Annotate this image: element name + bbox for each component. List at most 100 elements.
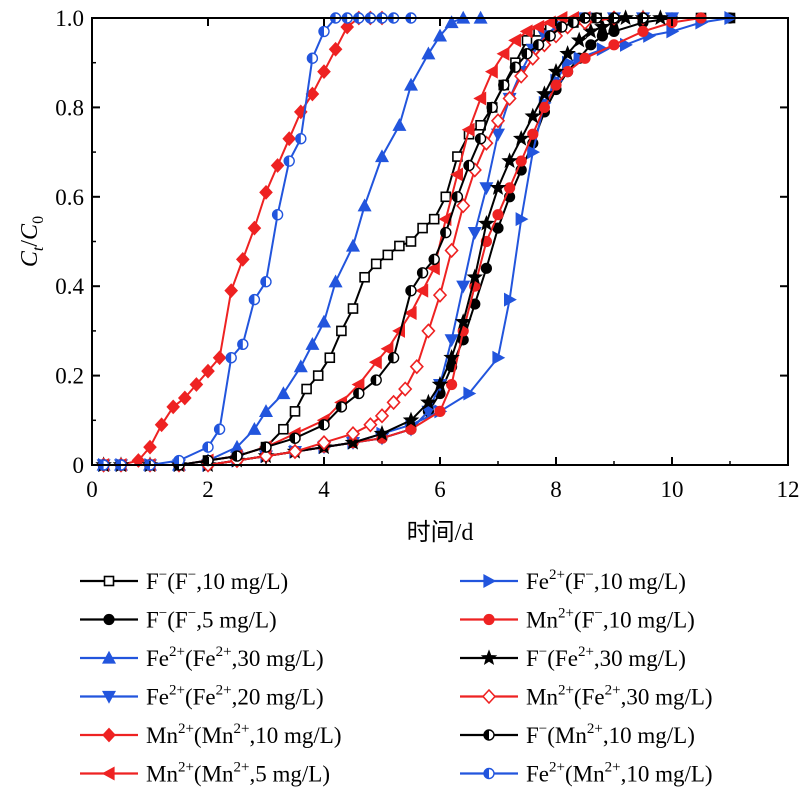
data-point-s12 <box>318 25 330 38</box>
data-point-s8 <box>550 79 562 91</box>
data-point-s6 <box>484 64 498 79</box>
data-point-s7 <box>666 24 680 39</box>
data-point-s11 <box>521 48 533 60</box>
data-point-s8 <box>637 25 649 38</box>
data-point-s11 <box>416 267 429 279</box>
data-point-s6 <box>426 261 440 276</box>
data-point-s11 <box>463 159 475 172</box>
x-tick-label: 6 <box>434 477 446 502</box>
data-point-s8 <box>434 405 446 417</box>
series-s7 <box>97 10 738 473</box>
data-point-s8 <box>527 128 539 140</box>
x-tick-label: 2 <box>202 477 214 502</box>
legend-label-s12: Fe2+(Mn2+,10 mg/L) <box>526 760 713 787</box>
data-point-s11 <box>353 387 365 400</box>
data-point-s10 <box>409 358 424 375</box>
data-point-s11 <box>387 352 400 364</box>
data-point-s5 <box>247 220 262 236</box>
data-point-s8 <box>538 101 551 114</box>
data-point-s7 <box>515 212 529 227</box>
data-point-s10 <box>287 443 303 460</box>
data-point-s11 <box>370 374 382 386</box>
data-point-s6 <box>415 283 429 298</box>
data-point-s6 <box>531 19 545 34</box>
data-point-s6 <box>496 46 510 61</box>
legend-label-s10: Mn2+(Fe2+,30 mg/L) <box>526 683 713 710</box>
x-tick-label: 4 <box>318 477 330 502</box>
data-point-s10 <box>444 242 459 259</box>
data-point-s1 <box>347 303 359 314</box>
data-point-s5 <box>143 439 157 455</box>
data-point-s12 <box>271 208 284 221</box>
data-point-s12 <box>237 338 249 351</box>
data-point-s11 <box>556 21 568 33</box>
data-point-s1 <box>278 423 289 435</box>
legend-marker-s8 <box>483 613 495 626</box>
legend-item-s3: Fe2+(Fe2+,30 mg/L) <box>80 644 324 671</box>
data-point-s2 <box>480 262 492 274</box>
data-point-s11 <box>474 132 487 145</box>
data-point-s3 <box>345 238 361 252</box>
data-point-s6 <box>508 33 522 48</box>
series-line-s5 <box>103 17 382 466</box>
data-point-s1 <box>289 406 301 417</box>
data-point-s12 <box>225 352 237 364</box>
data-point-s10 <box>514 68 529 84</box>
data-point-s1 <box>324 352 336 364</box>
data-point-s6 <box>461 122 475 137</box>
data-point-s5 <box>189 377 204 392</box>
legend-marker-s4 <box>101 690 117 704</box>
legend-label-s2: F−(F−,5 mg/L) <box>146 606 277 633</box>
x-tick-label: 8 <box>550 477 562 502</box>
y-tick-label: 0.2 <box>55 364 84 389</box>
data-point-s12 <box>260 276 272 288</box>
legend-label-s1: F−(F−,10 mg/L) <box>146 567 288 594</box>
legend-item-s2: F−(F−,5 mg/L) <box>80 606 277 633</box>
legend-marker-s12 <box>483 767 495 780</box>
data-point-s3 <box>293 359 308 373</box>
legend-label-s7: Fe2+(F−,10 mg/L) <box>526 567 686 594</box>
data-point-s4 <box>479 182 494 196</box>
x-tick-label: 0 <box>86 477 98 502</box>
legend-item-s11: F−(Mn2+,10 mg/L) <box>460 721 695 748</box>
data-point-s5 <box>201 363 215 379</box>
data-point-s10 <box>363 417 378 433</box>
data-point-s7 <box>619 37 633 52</box>
data-point-s10 <box>398 381 413 397</box>
data-point-s10 <box>386 394 401 411</box>
series-s5 <box>96 10 389 473</box>
data-point-s1 <box>336 325 347 337</box>
data-point-s3 <box>444 15 459 29</box>
data-point-s2 <box>596 30 609 42</box>
legend-item-s5: Mn2+(Mn2+,10 mg/L) <box>80 721 342 748</box>
data-point-s4 <box>421 405 436 419</box>
data-point-s11 <box>544 30 556 42</box>
data-point-s5 <box>282 131 297 147</box>
legend-marker-s10 <box>481 688 497 705</box>
data-point-s10 <box>502 90 517 107</box>
data-point-s12 <box>283 155 295 167</box>
x-tick-label: 12 <box>777 477 800 502</box>
data-point-s3 <box>276 386 291 400</box>
data-point-s9 <box>466 268 484 285</box>
data-point-s5 <box>270 158 285 173</box>
data-point-s3 <box>357 198 372 212</box>
data-point-s8 <box>608 39 620 51</box>
data-point-s8 <box>515 155 527 167</box>
data-point-s6 <box>473 91 487 106</box>
data-point-s9 <box>501 152 518 169</box>
data-point-s4 <box>456 280 471 294</box>
legend-item-s7: Fe2+(F−,10 mg/L) <box>460 567 686 594</box>
data-point-s9 <box>524 107 542 124</box>
data-point-s12 <box>295 132 307 145</box>
data-point-s11 <box>567 16 580 29</box>
data-point-s7 <box>492 350 506 365</box>
data-point-s11 <box>486 101 498 114</box>
data-point-s11 <box>289 432 301 444</box>
data-point-s9 <box>594 18 611 34</box>
data-point-s8 <box>446 378 458 391</box>
data-point-s10 <box>432 287 448 303</box>
legend-item-s1: F−(F−,10 mg/L) <box>80 567 288 594</box>
data-point-s1 <box>312 370 324 381</box>
legend-marker-s9 <box>480 649 498 666</box>
